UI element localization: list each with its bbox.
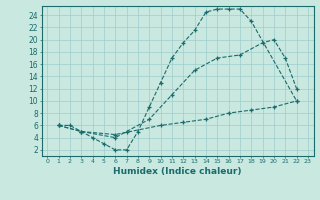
X-axis label: Humidex (Indice chaleur): Humidex (Indice chaleur): [113, 167, 242, 176]
